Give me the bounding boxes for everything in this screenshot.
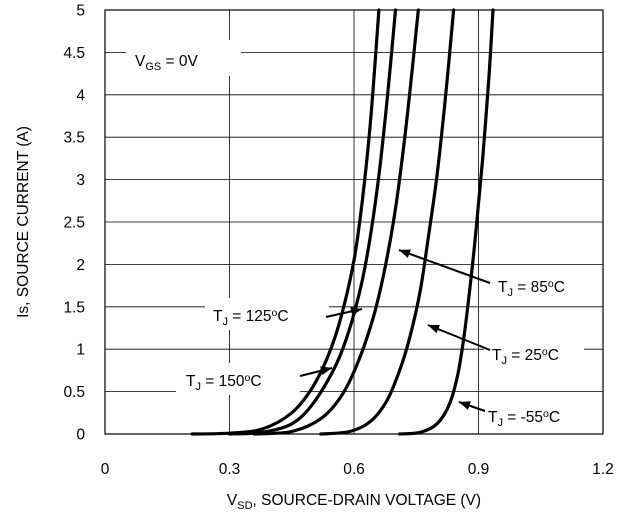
annotation-tj-125c: TJ = 125oC <box>205 298 363 330</box>
y-tick-label: 2.5 <box>63 215 85 232</box>
condition-label-bg <box>126 40 241 76</box>
annotation-tj-150c: TJ = 150oC <box>176 363 333 395</box>
annotation-tj-25c: TJ = 25oC <box>427 324 584 370</box>
y-tick-label: 2 <box>76 257 85 274</box>
annotation-bg <box>480 400 590 432</box>
annotation-label: TJ = 85oC <box>498 278 565 299</box>
y-tick-label: 3.5 <box>63 130 85 147</box>
annotation-label: TJ = 150oC <box>186 372 262 393</box>
y-axis-title: Is, SOURCE CURRENT (A) <box>15 126 32 318</box>
x-tick-label: 0.9 <box>468 461 490 478</box>
curve-tj-25c <box>319 8 456 436</box>
annotation-arrow <box>398 249 491 284</box>
curve-tj-85c <box>252 8 420 436</box>
x-tick-label: 0.6 <box>343 461 365 478</box>
annotation-arrowhead <box>399 249 411 258</box>
y-tick-label: 4 <box>76 87 85 104</box>
annotation-arrowhead <box>350 307 362 316</box>
y-tick-label: 3 <box>76 172 85 189</box>
annotation-label: TJ = 125oC <box>213 307 289 328</box>
plot-frame <box>104 9 604 435</box>
vgs-condition-label: VGS = 0V <box>135 53 199 73</box>
annotation-tj-minus55c: TJ = -55oC <box>458 400 590 432</box>
annotation-arrow <box>427 324 491 351</box>
annotation-tj-85c: TJ = 85oC <box>398 249 596 302</box>
annotation-label: TJ = 25oC <box>492 346 559 367</box>
curve-tj-150c <box>190 8 381 436</box>
annotation-bg <box>205 298 329 330</box>
y-tick-label: 5 <box>76 3 85 20</box>
y-tick-label: 0.5 <box>63 384 85 401</box>
x-tick-label: 0 <box>101 461 110 478</box>
curve-tj-minus55c <box>398 8 495 436</box>
tick-labels: 0 0.5 1 1.5 2 2.5 3 3.5 4 4.5 5 0 0.3 0.6 0.9 1.2 <box>63 3 613 479</box>
y-tick-label: 1.5 <box>63 299 85 316</box>
y-tick-label: 1 <box>76 342 85 359</box>
curves <box>190 8 495 436</box>
annotation-label: TJ = -55oC <box>488 408 560 429</box>
x-tick-label: 0.3 <box>219 461 241 478</box>
annotation-bg <box>490 270 596 302</box>
x-tick-label: 1.2 <box>592 461 614 478</box>
annotation-arrowhead <box>428 324 440 334</box>
curve-tj-125c <box>227 8 398 436</box>
annotation-arrowhead <box>320 366 332 375</box>
y-tick-label: 0 <box>76 427 85 444</box>
x-axis-title: VSD, SOURCE-DRAIN VOLTAGE (V) <box>227 492 481 512</box>
y-tick-label: 4.5 <box>63 45 85 62</box>
annotations: TJ = 150oC TJ = 125oC TJ = 85oC TJ = 25oC TJ… <box>176 249 596 432</box>
annotation-bg <box>484 338 584 370</box>
annotation-bg <box>176 363 300 395</box>
annotation-arrowhead <box>459 401 471 410</box>
